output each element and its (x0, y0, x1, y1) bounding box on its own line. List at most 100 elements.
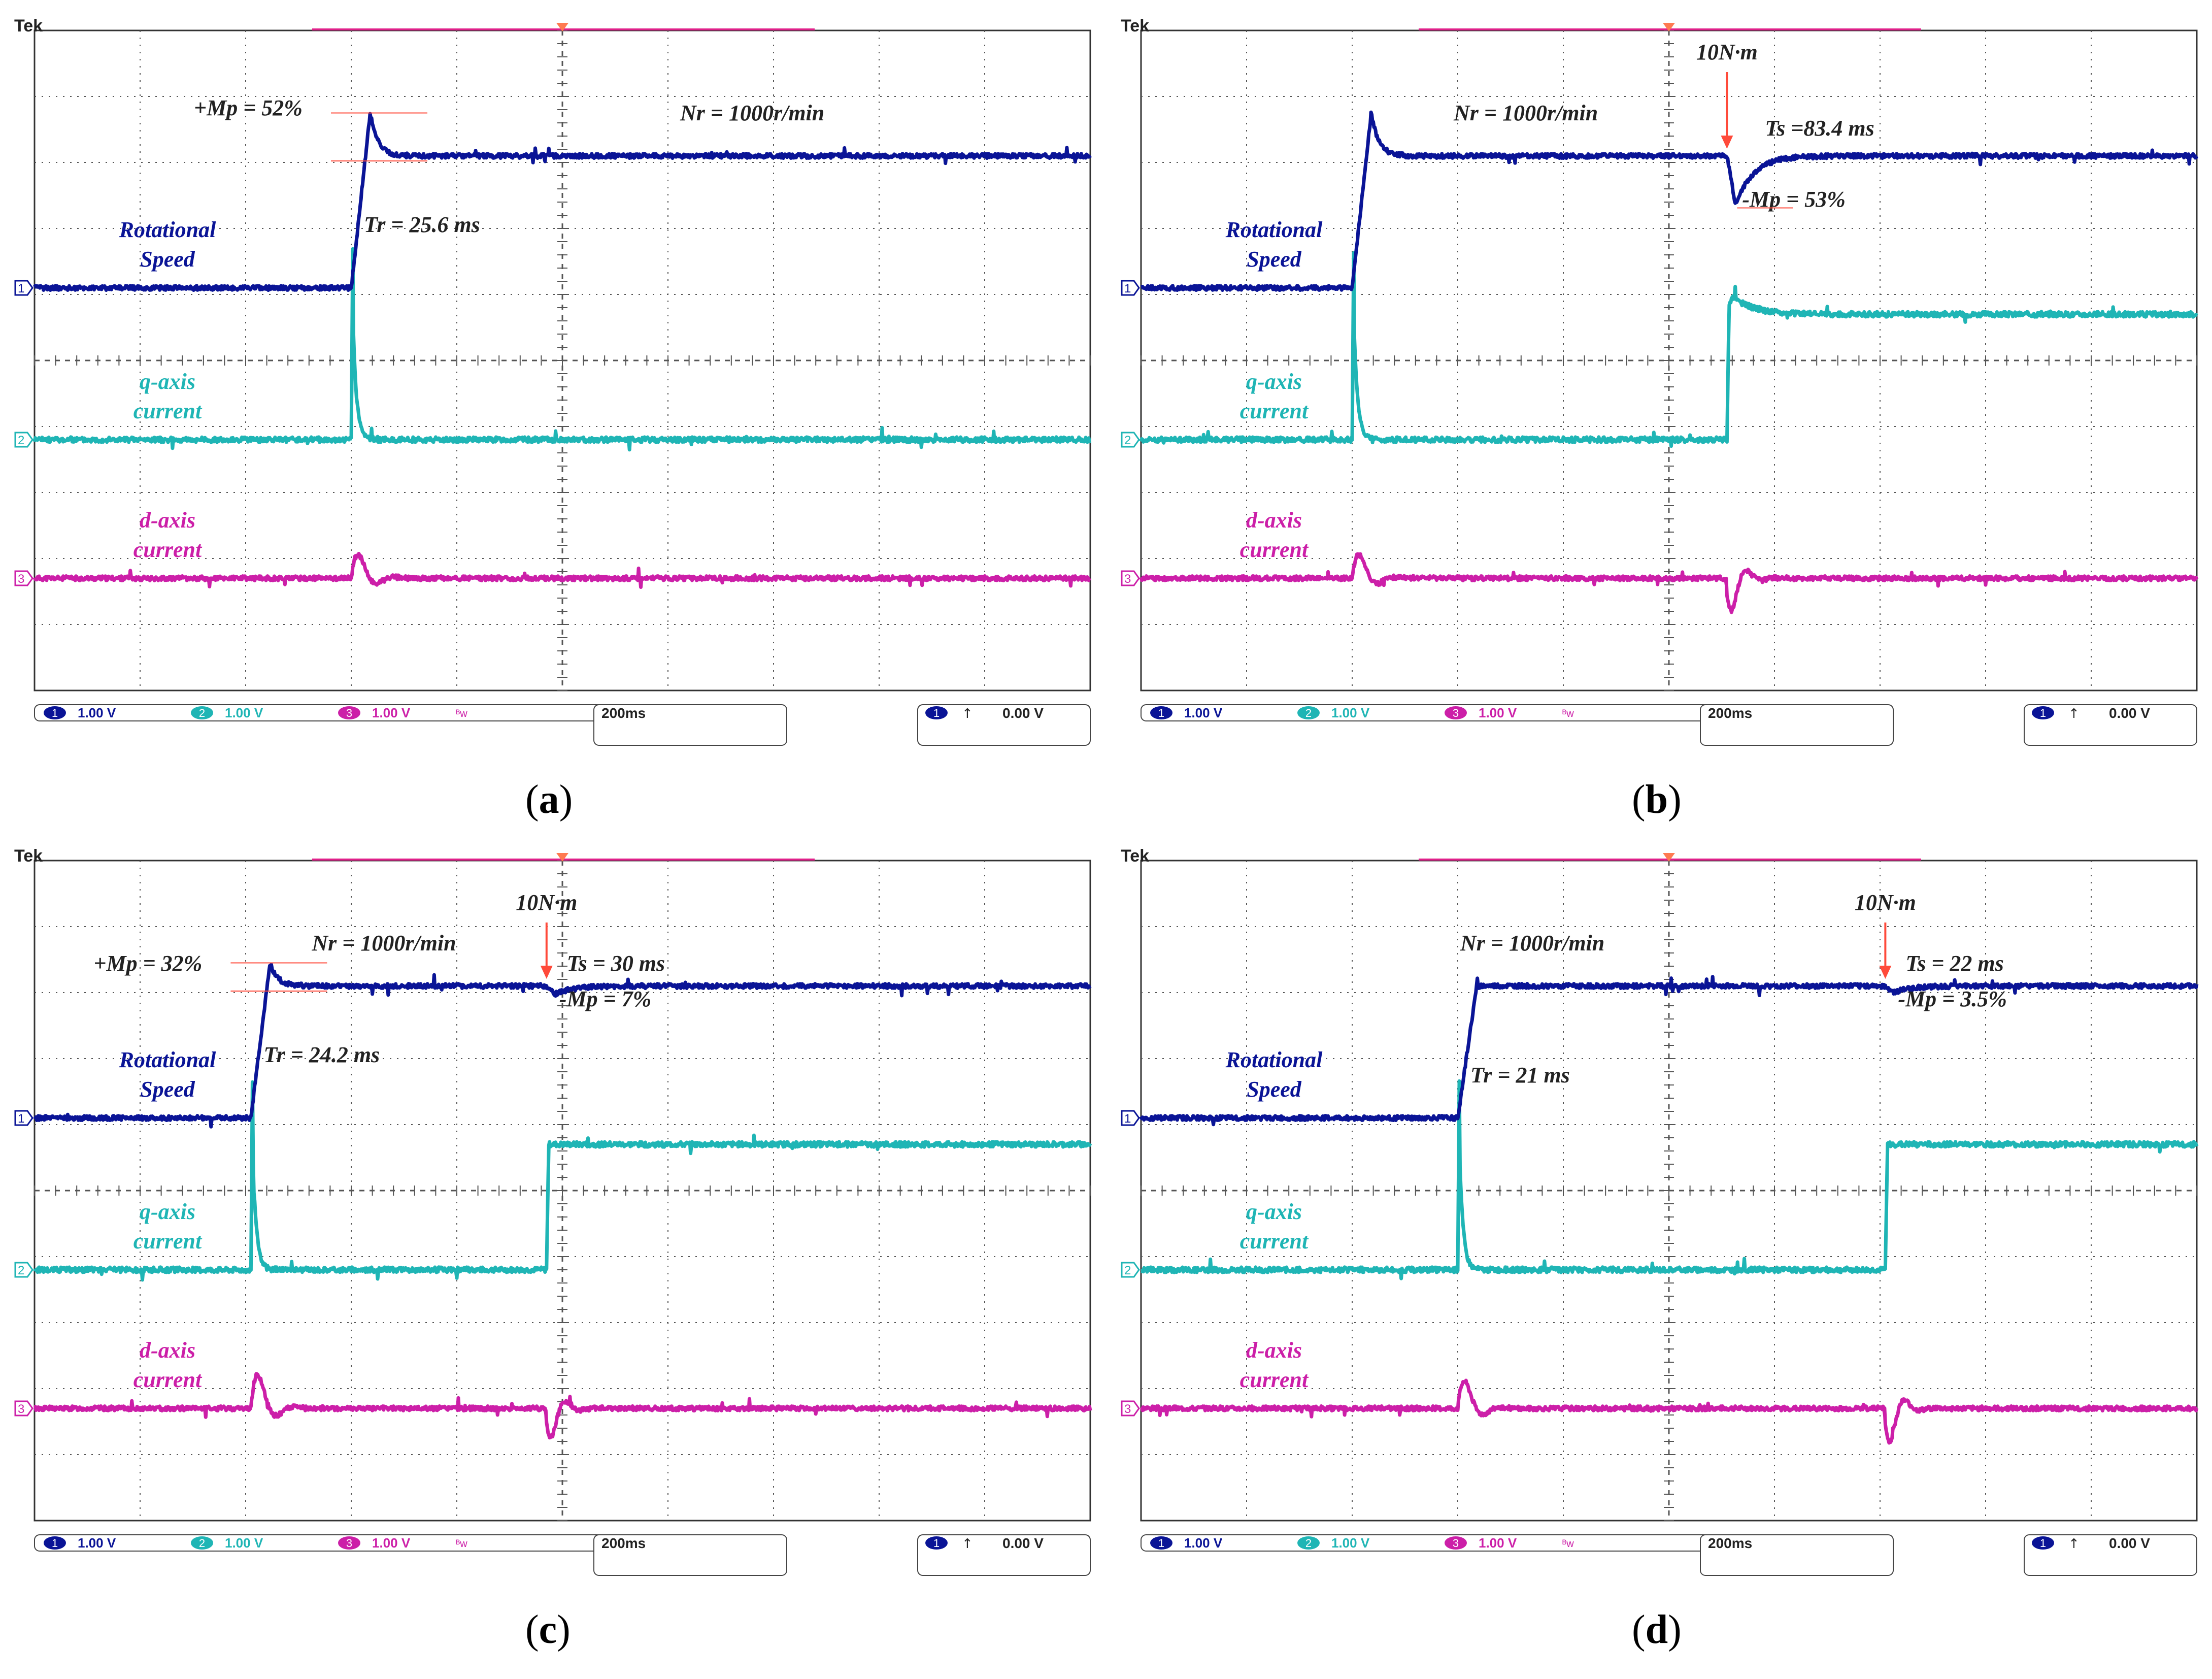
undershoot-annotation: -Mp = 3.5% (1898, 986, 2007, 1011)
ch1-ground-marker-label: 1 (18, 282, 24, 295)
bandwidth-limit-icon: ᴮw (1562, 1538, 1574, 1550)
d-label-line2: current (1240, 537, 1309, 562)
trigger-level-value: 0.00 V (1002, 1535, 1044, 1551)
speed-label-line2: Speed (140, 247, 195, 272)
caption-b: (b) (1632, 777, 1682, 822)
q-label-line1: q-axis (140, 369, 195, 394)
ch1-scale: 1.00 V (1184, 705, 1223, 720)
rotational-speed-trace (1139, 975, 2199, 1127)
ch3-ground-marker (14, 1400, 33, 1417)
timebase-value: 200ms (601, 705, 646, 721)
ch1-badge (44, 1536, 66, 1550)
ch3-ground-marker-label: 3 (1124, 572, 1131, 586)
ch3-ground-marker (1121, 570, 1140, 586)
speed-label-line1: Rotational (1225, 1047, 1323, 1072)
ch3-ground-marker (1121, 1400, 1140, 1417)
d-label-line1: d-axis (1246, 508, 1302, 533)
bandwidth-limit-icon: ᴮw (456, 1538, 467, 1550)
q-label-line1: q-axis (1246, 369, 1302, 394)
load-arrow-head-icon (1879, 966, 1892, 979)
overshoot-annotation: +Mp = 52% (194, 95, 303, 120)
ch3-number: 3 (346, 707, 352, 719)
ch2-ground-marker (14, 1262, 33, 1278)
ref-speed-annotation: Nr = 1000r/min (311, 931, 456, 956)
trigger-channel-badge (925, 706, 948, 719)
q-label-line1: q-axis (1246, 1199, 1302, 1224)
ch2-scale: 1.00 V (1331, 1535, 1370, 1551)
ch2-ground-marker-label: 2 (18, 434, 24, 447)
bandwidth-limit-icon: ᴮw (456, 708, 467, 719)
trigger-channel-number: 1 (933, 1537, 940, 1550)
ch1-scale: 1.00 V (78, 705, 116, 720)
undershoot-annotation: -Mp = 7% (559, 986, 652, 1011)
timebase-box (593, 1534, 787, 1576)
q-label-line2: current (133, 399, 203, 423)
oscilloscope-b: Tek 1 2 3 Rotational Speed q-axis current d-axis… (1121, 16, 2199, 746)
d-axis-current-trace-core (1141, 1381, 2197, 1441)
ch1-ground-marker (1121, 280, 1140, 296)
ch1-badge (44, 706, 66, 719)
tek-brand-label: Tek (14, 846, 43, 866)
q-label-line2: current (1240, 1229, 1309, 1254)
ch3-badge (1445, 706, 1467, 719)
ch3-scale: 1.00 V (1479, 705, 1517, 720)
ch3-number: 3 (1453, 707, 1459, 719)
rise-time-annotation: Tr = 24.2 ms (263, 1042, 380, 1067)
timebase-value: 200ms (1708, 705, 1752, 721)
timebase-value: 200ms (601, 1535, 646, 1551)
ch1-ground-marker-label: 1 (18, 1112, 24, 1126)
settling-time-annotation: Ts =83.4 ms (1765, 116, 1874, 141)
speed-label-line2: Speed (140, 1077, 195, 1102)
ch3-ground-marker-label: 3 (1124, 1402, 1131, 1416)
ref-speed-annotation: Nr = 1000r/min (1460, 931, 1604, 956)
d-axis-current-trace-core (1141, 554, 2197, 611)
bandwidth-limit-icon: ᴮw (1562, 708, 1574, 719)
trigger-marker-icon (556, 23, 568, 31)
load-torque-annotation: 10N·m (1855, 890, 1916, 915)
ch1-ground-marker-label: 1 (1124, 282, 1131, 295)
ch2-ground-marker-label: 2 (1124, 1264, 1131, 1277)
trigger-channel-number: 1 (933, 707, 940, 719)
timebase-box (1700, 704, 1894, 746)
rotational-speed-trace-core (1141, 985, 2197, 1119)
ch2-number: 2 (199, 1537, 205, 1550)
ch1-scale: 1.00 V (1184, 1535, 1223, 1551)
ch3-scale: 1.00 V (372, 705, 411, 720)
speed-label-line2: Speed (1247, 1077, 1302, 1102)
timebase-value: 200ms (1708, 1535, 1752, 1551)
q-axis-current-trace-core (1141, 295, 2197, 441)
tek-brand-label: Tek (1121, 846, 1149, 866)
trigger-marker-icon (556, 853, 568, 862)
q-axis-current-trace-core (1141, 1143, 2197, 1271)
d-label-line1: d-axis (140, 1338, 195, 1363)
d-axis-current-trace-core (35, 554, 1090, 584)
load-arrow-head-icon (1721, 136, 1733, 149)
ref-speed-annotation: Nr = 1000r/min (680, 101, 824, 125)
oscilloscope-a: Tek 1 2 3 Rotational Speed q-axis current d-axis… (14, 16, 1092, 746)
q-axis-current-trace-core (35, 346, 1090, 441)
trigger-box (917, 1534, 1091, 1576)
ch1-ground-marker (14, 1110, 33, 1126)
ch1-badge (1150, 706, 1172, 719)
ch3-number: 3 (346, 1537, 352, 1550)
d-label-line1: d-axis (140, 508, 195, 533)
ch2-badge (191, 1536, 213, 1550)
trigger-slope-icon: ↑ (2068, 1536, 2080, 1552)
d-axis-current-trace (33, 1372, 1092, 1440)
trigger-level-value: 0.00 V (2109, 705, 2150, 721)
ch3-badge (338, 1536, 360, 1550)
rotational-speed-trace-core (1141, 115, 2197, 289)
d-label-line2: current (133, 537, 203, 562)
ch1-number: 1 (52, 707, 58, 719)
ch2-ground-marker-label: 2 (18, 1264, 24, 1277)
ch2-number: 2 (1305, 1537, 1312, 1550)
load-torque-annotation: 10N·m (516, 890, 577, 915)
trigger-level-value: 0.00 V (1002, 705, 1044, 721)
speed-label-line1: Rotational (1225, 217, 1323, 242)
settling-time-annotation: Ts = 30 ms (567, 951, 665, 976)
rise-time-annotation: Tr = 21 ms (1470, 1063, 1570, 1088)
ch3-scale: 1.00 V (1479, 1535, 1517, 1551)
channel-status-box (1141, 1534, 1720, 1552)
ch2-ground-marker (1121, 432, 1140, 448)
trigger-channel-number: 1 (2040, 1537, 2046, 1550)
